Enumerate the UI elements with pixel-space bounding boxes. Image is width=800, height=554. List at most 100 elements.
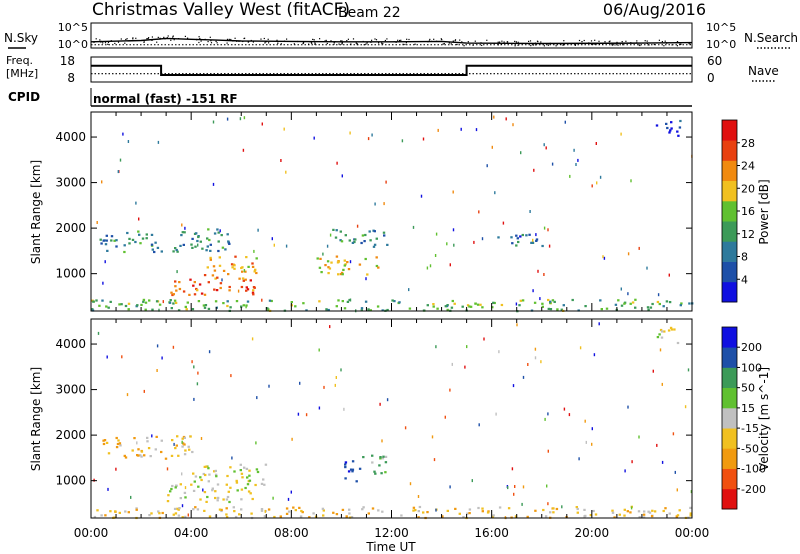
range-gate-cell bbox=[404, 426, 407, 430]
range-gate-cell bbox=[256, 470, 260, 474]
range-gate-cell bbox=[468, 508, 472, 511]
nsky-point bbox=[688, 43, 690, 45]
range-gate-cell bbox=[533, 301, 537, 304]
range-gate-cell bbox=[193, 281, 196, 284]
range-gate-cell bbox=[365, 277, 367, 281]
nsky-point bbox=[346, 40, 348, 42]
range-gate-cell bbox=[643, 510, 646, 513]
range-gate-cell bbox=[491, 145, 493, 149]
range-gate-cell bbox=[577, 158, 579, 162]
range-gate-cell bbox=[226, 300, 229, 303]
range-gate-cell bbox=[379, 457, 382, 460]
range-gate-cell bbox=[542, 508, 545, 512]
range-gate-cell bbox=[243, 269, 246, 272]
range-gate-cell bbox=[195, 287, 198, 291]
range-gate-cell bbox=[206, 495, 209, 499]
power-colorbar: 4 8 12 16 20 24 28 bbox=[721, 119, 755, 303]
nsky-point bbox=[120, 38, 122, 40]
nsky-point bbox=[100, 41, 102, 43]
nsky-point bbox=[622, 44, 624, 46]
range-gate-cell bbox=[599, 299, 602, 302]
nsky-point bbox=[308, 43, 310, 45]
range-gate-cell bbox=[140, 455, 143, 458]
nsky-point bbox=[159, 38, 161, 40]
range-gate-cell bbox=[364, 257, 367, 261]
range-gate-cell bbox=[263, 515, 267, 518]
nsky-point bbox=[124, 42, 126, 44]
range-gate-cell bbox=[225, 498, 229, 501]
range-gate-cell bbox=[591, 184, 593, 188]
colorbar-segment bbox=[722, 367, 737, 388]
nsky-point bbox=[200, 40, 202, 42]
range-gate-cell bbox=[135, 201, 137, 205]
range-gate-cell bbox=[555, 507, 559, 511]
range-gate-cell bbox=[462, 516, 465, 519]
nsky-point bbox=[671, 44, 673, 46]
range-gate-cell bbox=[513, 492, 515, 496]
range-gate-cell bbox=[441, 515, 444, 518]
range-gate-cell bbox=[206, 237, 209, 240]
nsky-point bbox=[340, 40, 342, 42]
range-gate-cell bbox=[540, 360, 542, 364]
range-gate-cell bbox=[481, 507, 484, 510]
nsky-point bbox=[594, 43, 596, 45]
range-gate-cell bbox=[337, 273, 340, 276]
range-gate-cell bbox=[348, 508, 351, 511]
range-gate-cell bbox=[468, 512, 471, 515]
range-gate-cell bbox=[240, 285, 244, 289]
range-gate-cell bbox=[690, 490, 693, 494]
nsky-point bbox=[475, 42, 477, 44]
nsky-point bbox=[314, 43, 316, 45]
range-gate-cell bbox=[227, 490, 230, 493]
nsky-point bbox=[157, 36, 159, 38]
nsky-point bbox=[198, 36, 200, 38]
noise-tick-left-bottom: 10^0 bbox=[58, 38, 88, 51]
range-gate-cell bbox=[128, 242, 131, 245]
range-gate-cell bbox=[150, 243, 154, 246]
range-gate-cell bbox=[127, 308, 130, 311]
cpid-panel: CPID normal (fast) -151 RF bbox=[8, 88, 692, 107]
range-gate-cell bbox=[126, 231, 129, 235]
nsky-point bbox=[341, 43, 343, 45]
power-y-axis-label: Slant Range [km] bbox=[29, 160, 43, 264]
nsky-point bbox=[371, 39, 373, 41]
range-gate-cell bbox=[233, 510, 236, 513]
nsky-point bbox=[333, 43, 335, 45]
range-gate-cell bbox=[435, 345, 437, 349]
range-gate-cell bbox=[575, 163, 577, 166]
range-gate-cell bbox=[433, 458, 436, 462]
range-gate-cell bbox=[349, 131, 351, 135]
nsky-series-line bbox=[90, 37, 693, 45]
nsky-point bbox=[614, 44, 616, 46]
nsky-point bbox=[598, 40, 600, 42]
nsky-point bbox=[503, 41, 505, 43]
range-gate-cell bbox=[373, 470, 376, 473]
range-gate-cell bbox=[142, 300, 145, 303]
nsky-point bbox=[228, 38, 230, 40]
range-gate-cell bbox=[104, 514, 107, 517]
nsky-point bbox=[467, 41, 469, 43]
range-gate-cell bbox=[341, 508, 345, 511]
range-gate-cell bbox=[231, 456, 233, 460]
range-gate-cell bbox=[105, 305, 108, 308]
nsky-point bbox=[563, 40, 565, 42]
velocity-colorbar: 200 100 50 15 -15 -50 -100 -200 bbox=[721, 326, 766, 510]
range-gate-cell bbox=[521, 233, 524, 237]
range-gate-cell bbox=[351, 241, 355, 244]
range-gate-cell bbox=[375, 256, 378, 259]
range-gate-cell bbox=[535, 233, 537, 237]
nsky-point bbox=[325, 39, 327, 41]
range-gate-cell bbox=[649, 306, 653, 309]
range-gate-cell bbox=[444, 415, 446, 419]
nsky-point bbox=[277, 42, 279, 44]
range-gate-cell bbox=[335, 229, 338, 232]
range-gate-cell bbox=[252, 293, 255, 296]
nsky-point bbox=[658, 39, 660, 41]
range-gate-cell bbox=[676, 130, 679, 133]
range-gate-cell bbox=[117, 170, 119, 174]
range-gate-cell bbox=[376, 305, 380, 308]
nsky-point bbox=[230, 38, 232, 41]
nsky-point bbox=[199, 37, 201, 40]
range-gate-cell bbox=[244, 486, 247, 490]
nsky-point bbox=[414, 43, 416, 45]
